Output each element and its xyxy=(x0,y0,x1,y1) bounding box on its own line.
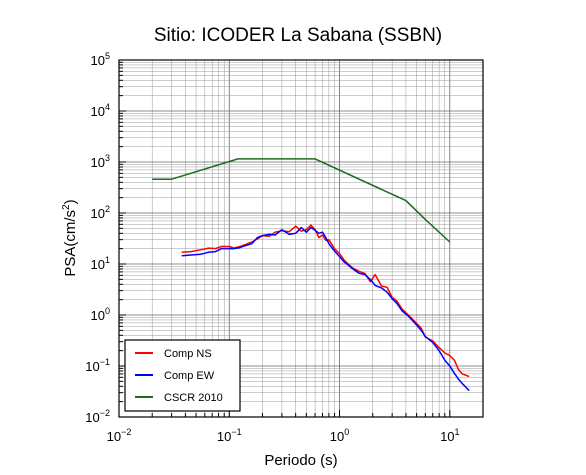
x-tick-label-exp: −1 xyxy=(231,427,241,437)
plot-frame xyxy=(118,59,484,418)
y-tick-label: 100 xyxy=(91,306,110,323)
y-tick-label: 103 xyxy=(91,153,110,170)
x-tick-label-exp: 0 xyxy=(344,427,349,437)
x-tick-label-base: 10 xyxy=(440,429,454,444)
y-tick-label-base: 10 xyxy=(91,257,105,272)
y-tick-label: 10−2 xyxy=(85,408,110,425)
y-tick-label-base: 10 xyxy=(91,155,105,170)
y-tick-label-exp: 3 xyxy=(105,153,110,163)
x-tick-label: 101 xyxy=(440,427,459,444)
x-tick-label: 100 xyxy=(330,427,349,444)
y-tick-label-base: 10 xyxy=(91,53,105,68)
series-line-2 xyxy=(152,158,451,243)
legend: Comp NS Comp EW CSCR 2010 xyxy=(124,339,241,412)
x-tick-label-base: 10 xyxy=(330,429,344,444)
y-tick-label: 10−1 xyxy=(85,357,110,374)
y-tick-label-exp: 2 xyxy=(105,204,110,214)
y-tick-label-exp: 4 xyxy=(105,102,110,112)
y-tick-label-base: 10 xyxy=(91,104,105,119)
y-tick-label-base: 10 xyxy=(85,410,99,425)
y-axis-label-tail: ) xyxy=(62,199,79,204)
y-tick-label: 102 xyxy=(91,204,110,221)
y-tick-label-exp: −1 xyxy=(100,357,110,367)
x-tick-label-exp: 1 xyxy=(455,427,460,437)
series-line-1 xyxy=(181,226,470,392)
y-axis-label-main: PSA(cm/s xyxy=(62,210,79,277)
y-tick-label: 104 xyxy=(91,102,110,119)
y-axis-label: PSA(cm/s2) xyxy=(61,199,79,276)
y-axis-label-sup: 2 xyxy=(61,204,72,210)
legend-label-cscr-2010: CSCR 2010 xyxy=(164,392,223,404)
y-tick-label: 101 xyxy=(91,255,110,272)
y-tick-label-exp: 0 xyxy=(105,306,110,316)
y-tick-label-base: 10 xyxy=(91,308,105,323)
x-tick-label: 10−1 xyxy=(217,427,242,444)
y-tick-label-exp: 5 xyxy=(105,51,110,61)
x-tick-labels: 10−2 10−1 100 101 xyxy=(107,427,460,444)
series-layer xyxy=(152,158,470,392)
x-tick-label-base: 10 xyxy=(217,429,231,444)
chart-title: Sitio: ICODER La Sabana (SSBN) xyxy=(154,25,442,46)
y-tick-label-exp: 1 xyxy=(105,255,110,265)
x-axis-label: Periodo (s) xyxy=(264,452,337,469)
y-tick-label: 105 xyxy=(91,51,110,68)
y-tick-label-base: 10 xyxy=(91,206,105,221)
x-tick-label: 10−2 xyxy=(107,427,132,444)
legend-label-comp-ns: Comp NS xyxy=(164,348,212,360)
x-tick-label-exp: −2 xyxy=(121,427,131,437)
x-tick-label-base: 10 xyxy=(107,429,121,444)
legend-label-comp-ew: Comp EW xyxy=(164,370,215,382)
y-tick-label-exp: −2 xyxy=(100,408,110,418)
y-tick-label-base: 10 xyxy=(85,359,99,374)
